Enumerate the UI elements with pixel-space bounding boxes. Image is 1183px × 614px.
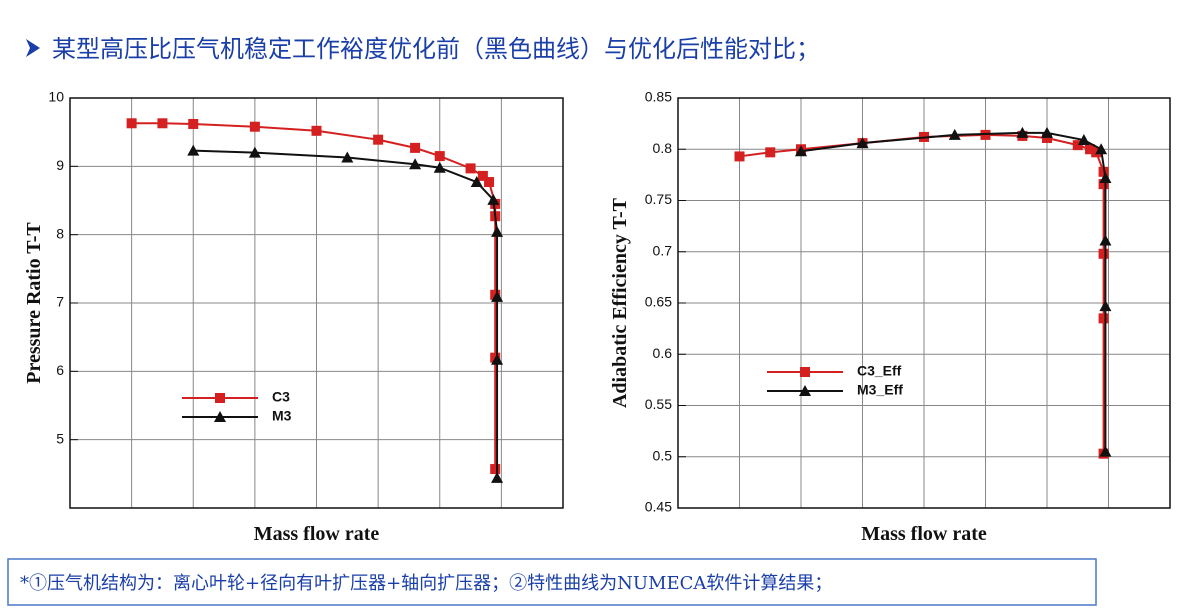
marker-triangle (487, 193, 500, 205)
marker-square (477, 170, 488, 181)
y-tick-label: 0.6 (653, 345, 673, 361)
marker-triangle (1077, 134, 1090, 146)
y-tick-label: 8 (56, 225, 64, 241)
marker-triangle (1095, 143, 1108, 155)
legend-label: C3 (272, 389, 290, 405)
marker-triangle (491, 290, 504, 302)
y-tick-label: 10 (48, 89, 64, 105)
marker-square (434, 151, 445, 162)
marker-triangle (1041, 126, 1053, 138)
marker-square (410, 142, 421, 153)
bullet-arrow (26, 39, 40, 57)
y-tick-label: 7 (56, 294, 64, 310)
y-tick-label: 0.75 (645, 191, 672, 207)
marker-square (1098, 179, 1109, 190)
marker-square (800, 367, 810, 377)
series-line (800, 131, 1107, 452)
y-tick-label: 0.55 (645, 396, 672, 412)
marker-square (126, 118, 137, 129)
marker-triangle (433, 161, 446, 173)
marker-square (484, 177, 495, 188)
marker-triangle (795, 145, 807, 157)
x-axis-label: Mass flow rate (861, 523, 987, 545)
footnote: *①压气机结构为：离心叶轮+径向有叶扩压器+轴向扩压器；②特性曲线为NUMECA… (20, 573, 832, 594)
series-line (131, 122, 497, 470)
marker-square (1042, 132, 1052, 143)
legend-label: M3 (272, 408, 292, 424)
marker-square (465, 163, 476, 174)
marker-square (490, 464, 501, 475)
marker-triangle (1099, 234, 1112, 246)
marker-square (215, 393, 225, 403)
y-axis-label: Adiabatic Efficiency T-T (609, 197, 631, 408)
series-line (193, 149, 499, 478)
y-tick-label: 0.7 (653, 242, 673, 258)
marker-square (311, 125, 322, 136)
marker-triangle (799, 385, 811, 396)
x-axis-label: Mass flow rate (254, 523, 380, 545)
legend-label: C3_Eff (857, 363, 902, 379)
footnote-box (7, 558, 1097, 606)
marker-square (249, 121, 260, 132)
marker-triangle (341, 151, 354, 163)
y-tick-label: 9 (56, 157, 64, 173)
marker-triangle (187, 144, 200, 156)
marker-square (734, 151, 745, 162)
marker-square (157, 118, 168, 129)
marker-triangle (1016, 126, 1029, 138)
y-axis-label: Pressure Ratio T-T (23, 222, 45, 384)
marker-triangle (491, 353, 504, 365)
plot-frame (69, 97, 564, 509)
y-tick-label: 6 (56, 362, 64, 378)
slide-title: 某型高压比压气机稳定工作裕度优化前（黑色曲线）与优化后性能对比； (52, 35, 820, 63)
legend-label: M3_Eff (857, 382, 903, 398)
marker-triangle (1099, 300, 1112, 312)
marker-triangle (1099, 171, 1112, 183)
marker-triangle (856, 137, 869, 149)
y-tick-label: 0.8 (653, 140, 673, 156)
marker-triangle (248, 146, 261, 158)
marker-triangle (491, 225, 504, 237)
y-tick-label: 0.85 (645, 89, 672, 105)
marker-square (1098, 248, 1109, 259)
marker-triangle (948, 128, 961, 140)
y-tick-label: 0.45 (645, 499, 672, 515)
marker-triangle (470, 176, 483, 188)
series-line (739, 133, 1105, 454)
marker-square (373, 134, 384, 145)
y-tick-label: 0.65 (645, 294, 672, 310)
marker-triangle (1099, 445, 1112, 457)
y-tick-label: 5 (56, 430, 64, 446)
marker-triangle (409, 158, 422, 170)
marker-triangle (491, 471, 504, 483)
marker-square (1098, 313, 1109, 324)
plot-frame (677, 97, 1171, 509)
y-tick-label: 0.5 (653, 447, 673, 463)
marker-square (188, 118, 199, 129)
marker-square (765, 147, 776, 158)
marker-square (1085, 144, 1096, 155)
marker-triangle (214, 411, 226, 422)
marker-square (1072, 140, 1083, 151)
